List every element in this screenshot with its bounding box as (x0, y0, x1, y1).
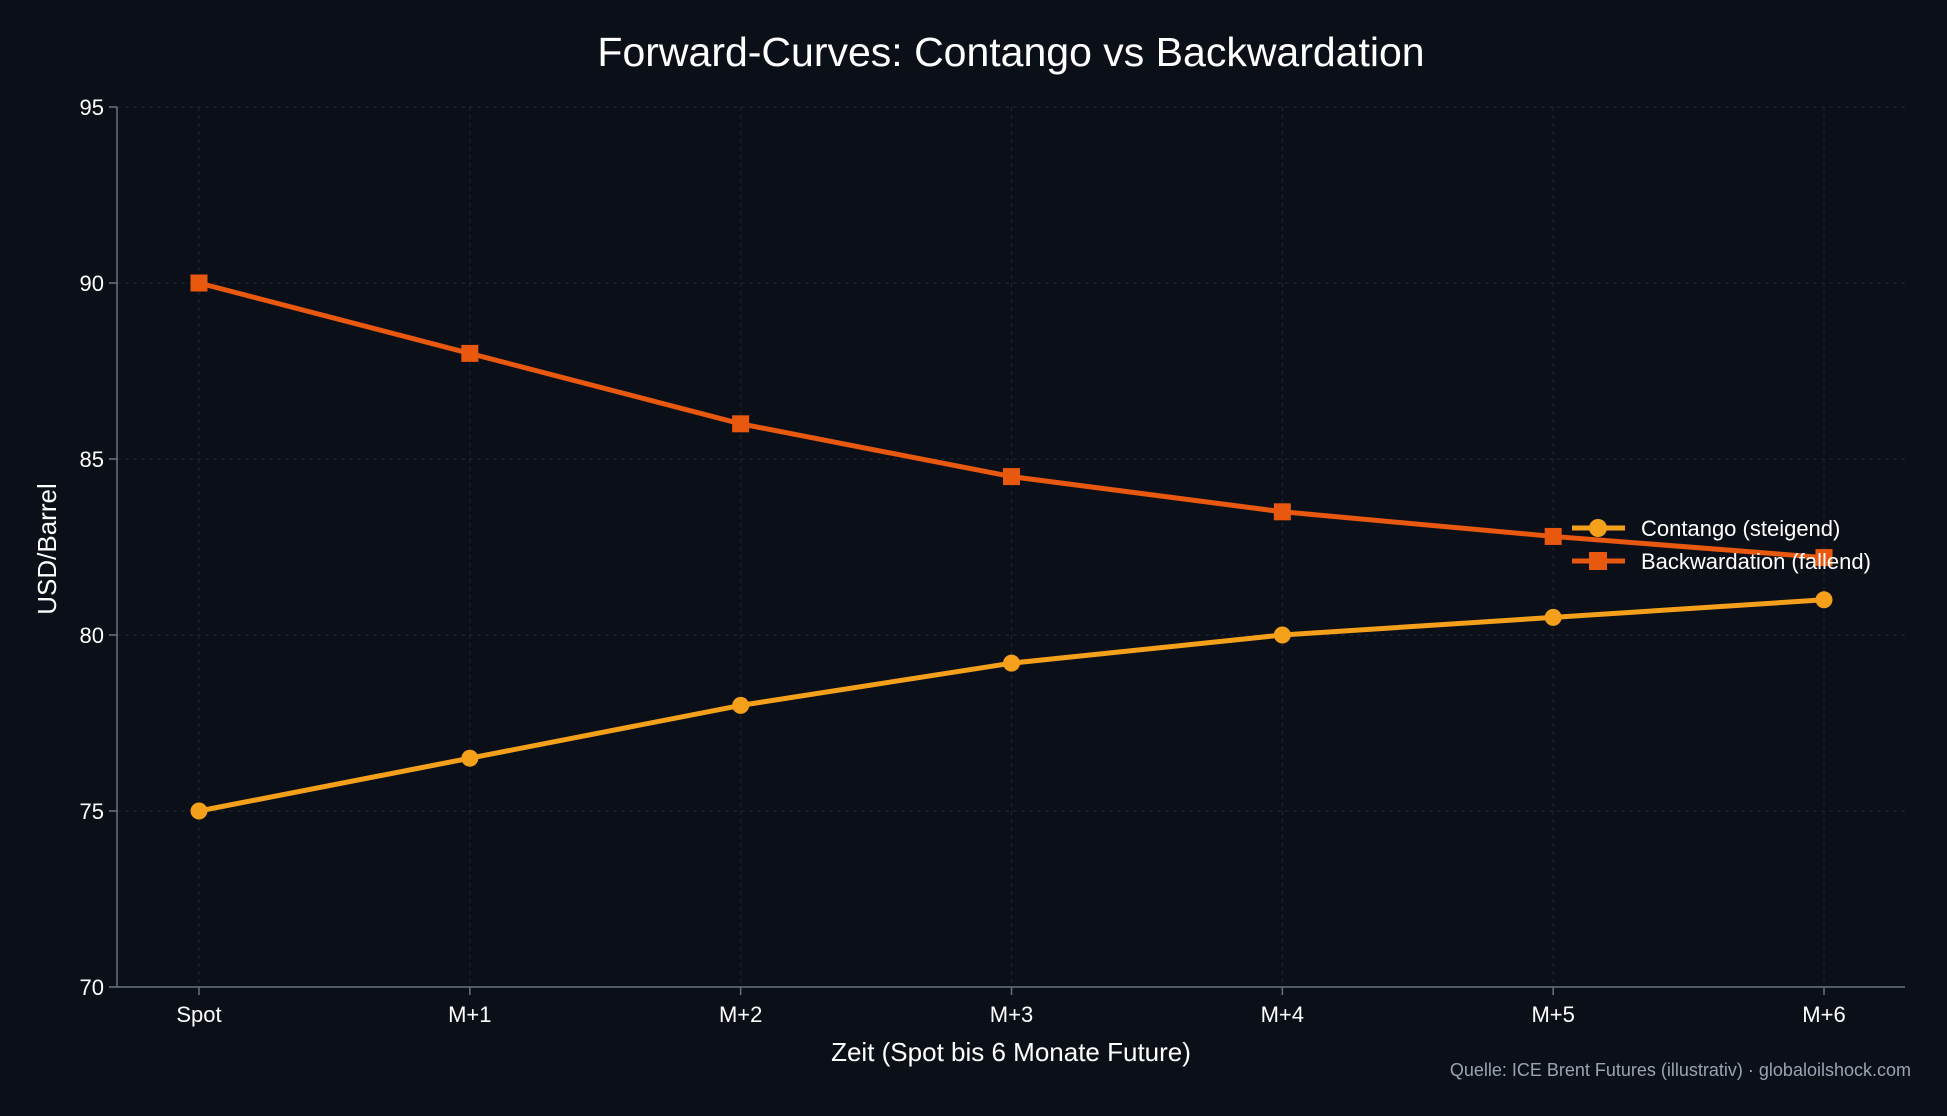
data-point-backwardation (461, 344, 479, 362)
data-point-contango (1003, 654, 1020, 672)
data-point-backwardation (1815, 549, 1833, 567)
data-point-backwardation (190, 274, 208, 292)
data-point-contango (461, 749, 479, 767)
y-tick-label: 85 (80, 447, 104, 472)
legend-marker-backwardation (1589, 552, 1607, 570)
x-tick-label: M+1 (448, 1002, 491, 1027)
y-tick-label: 70 (80, 975, 104, 1000)
x-tick-label: Spot (176, 1002, 221, 1027)
data-point-contango (1815, 591, 1833, 609)
data-point-contango (1273, 626, 1291, 644)
source-note: Quelle: ICE Brent Futures (illustrativ) … (1450, 1060, 1911, 1080)
legend-label-contango: Contango (steigend) (1641, 516, 1840, 541)
x-tick-label: M+6 (1802, 1002, 1845, 1027)
y-tick-label: 90 (80, 271, 104, 296)
chart-legend: Contango (steigend) Backwardation (falle… (1572, 516, 1871, 574)
x-tick-label: M+4 (1261, 1002, 1304, 1027)
series-layer (190, 274, 1833, 820)
x-tick-label: M+5 (1531, 1002, 1574, 1027)
y-tick-label: 95 (80, 95, 104, 120)
y-tick-label: 75 (80, 799, 104, 824)
data-point-backwardation (1003, 468, 1020, 486)
data-point-contango (1544, 608, 1562, 626)
x-tick-label: M+3 (990, 1002, 1033, 1027)
axes-layer: 70 75 80 85 90 95 Spot M+1 M+2 M+3 M+4 M+5 M+6 (80, 95, 1905, 1027)
data-point-contango (190, 802, 208, 820)
data-point-backwardation (1544, 527, 1562, 545)
x-axis-label: Zeit (Spot bis 6 Monate Future) (831, 1037, 1191, 1067)
y-tick-label: 80 (80, 623, 104, 648)
chart-title: Forward-Curves: Contango vs Backwardatio… (597, 29, 1424, 75)
data-point-contango (732, 696, 750, 714)
data-point-backwardation (1273, 503, 1291, 521)
y-axis-label: USD/Barrel (32, 483, 62, 614)
data-point-backwardation (732, 415, 750, 433)
legend-marker-contango (1589, 519, 1607, 537)
legend-label-backwardation: Backwardation (fallend) (1641, 549, 1871, 574)
x-tick-label: M+2 (719, 1002, 762, 1027)
